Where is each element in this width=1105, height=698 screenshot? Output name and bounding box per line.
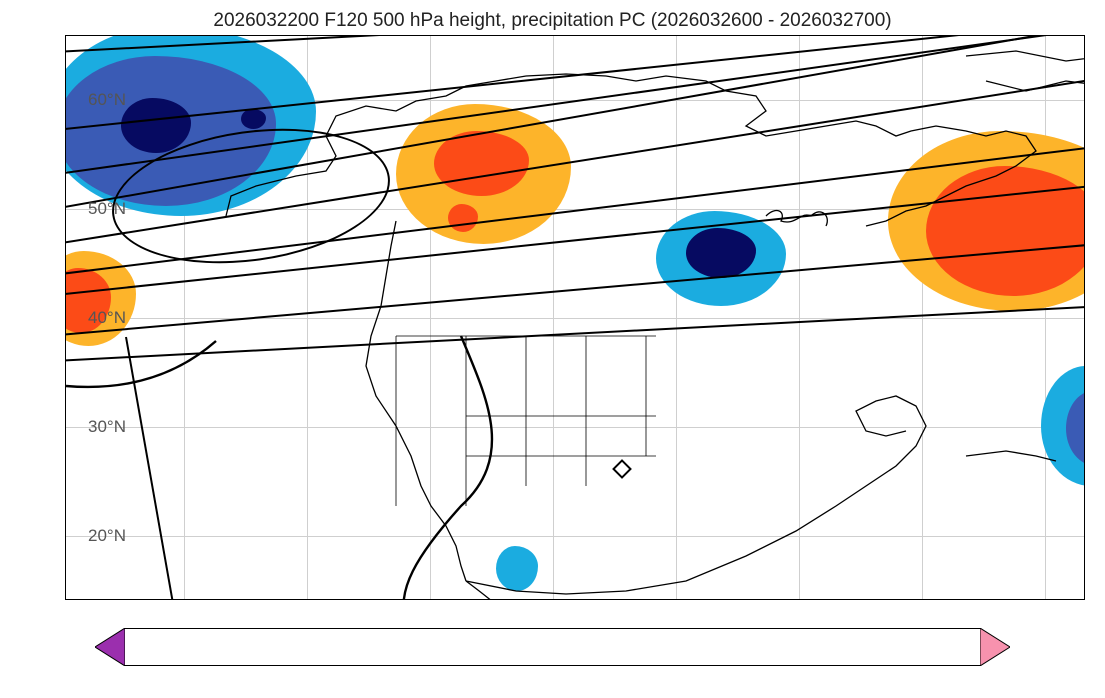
lat-label: 30°N	[66, 417, 126, 437]
lat-label: 40°N	[66, 308, 126, 328]
colorbar-segments	[125, 628, 980, 666]
colorbar-ticks	[95, 666, 1010, 680]
lat-label: 50°N	[66, 199, 126, 219]
coastline-overlay	[66, 36, 1084, 599]
colorbar-arrow-left	[95, 628, 125, 666]
colorbar-arrow-right	[980, 628, 1010, 666]
colorbar	[95, 628, 1010, 666]
map-canvas: 60°N 50°N 40°N 30°N 20°N 140°W 130°W 120…	[65, 35, 1085, 600]
weather-map-page: 2026032200 F120 500 hPa height, precipit…	[0, 0, 1105, 698]
lat-label: 20°N	[66, 526, 126, 546]
page-title: 2026032200 F120 500 hPa height, precipit…	[0, 10, 1105, 32]
lat-label: 60°N	[66, 90, 126, 110]
colorbar-container	[95, 628, 1010, 680]
